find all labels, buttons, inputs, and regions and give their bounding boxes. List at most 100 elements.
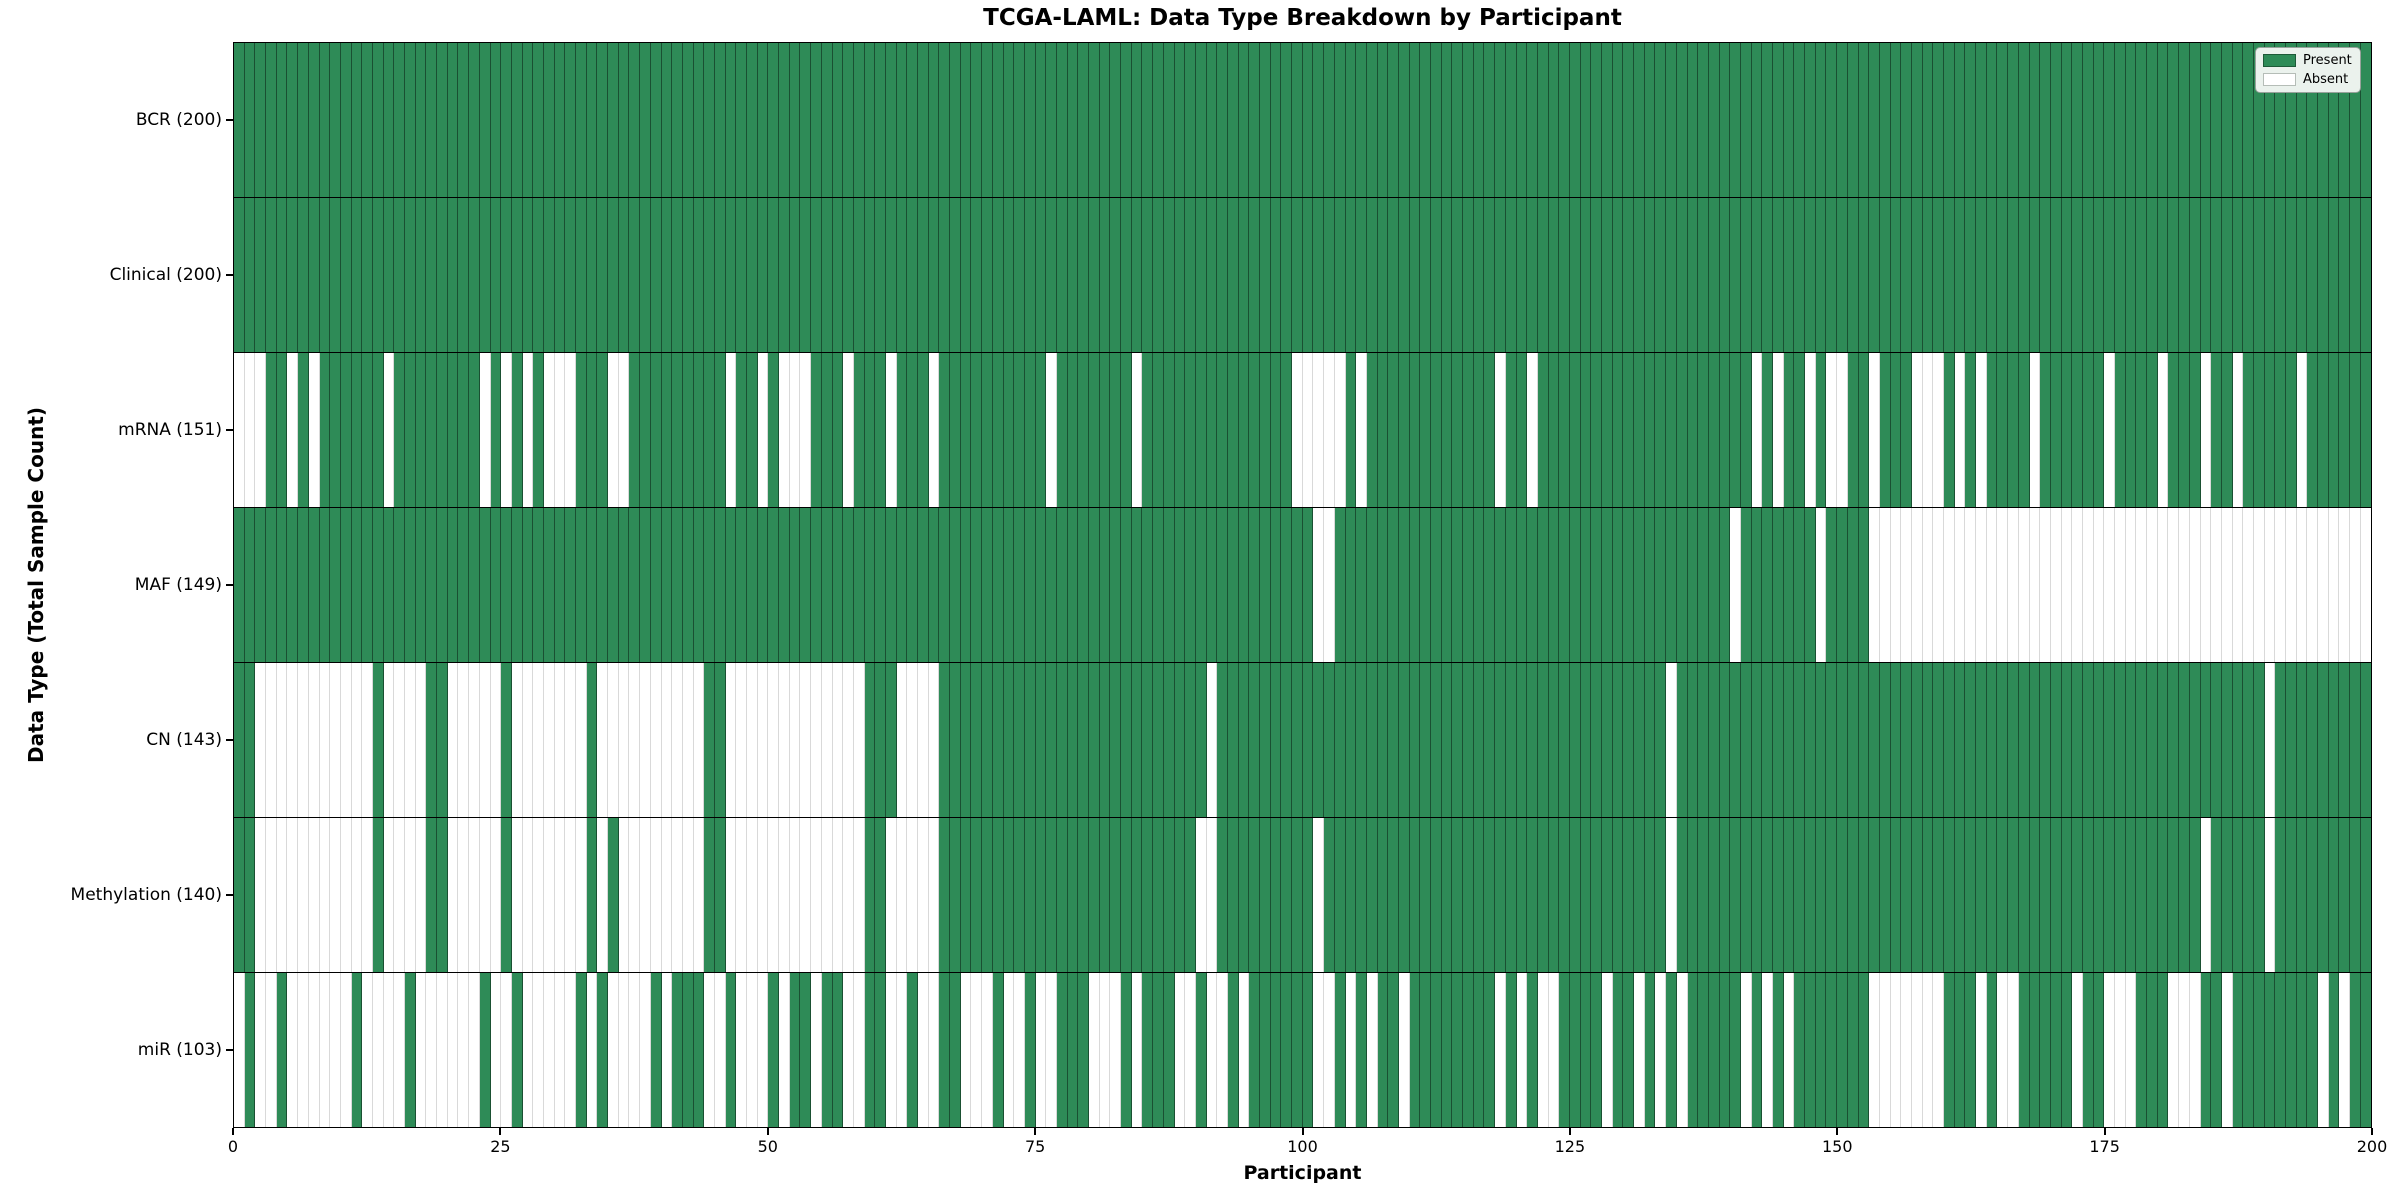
cell: [2307, 973, 2319, 1127]
cell: [1174, 43, 1186, 197]
cell: [2307, 198, 2319, 352]
cell: [511, 973, 523, 1127]
cell: [1249, 198, 1260, 352]
cell: [2200, 353, 2212, 507]
cell: [1890, 663, 1902, 817]
cell: [896, 818, 908, 972]
cell: [939, 508, 951, 662]
cell: [266, 198, 277, 352]
cell: [1933, 43, 1944, 197]
cell: [1388, 198, 1399, 352]
cell: [1377, 973, 1389, 1127]
cell: [982, 198, 993, 352]
cell: [2147, 818, 2158, 972]
cell: [1762, 353, 1773, 507]
cell: [725, 818, 737, 972]
cell: [1965, 43, 1977, 197]
cell: [1302, 198, 1314, 352]
cell: [1142, 198, 1154, 352]
cell: [1110, 43, 1122, 197]
cell: [811, 353, 822, 507]
cell: [276, 353, 288, 507]
cell: [1986, 973, 1998, 1127]
cell: [458, 818, 470, 972]
cell: [2136, 508, 2148, 662]
cell: [704, 198, 715, 352]
cell: [2168, 508, 2180, 662]
cell: [394, 818, 405, 972]
cell: [2061, 508, 2073, 662]
cell: [2157, 508, 2169, 662]
cell: [672, 508, 683, 662]
cell: [490, 353, 502, 507]
y-tick-mark: [226, 273, 233, 276]
cell: [1377, 663, 1389, 817]
cell: [1591, 353, 1602, 507]
cell: [1420, 198, 1431, 352]
cell: [2200, 508, 2212, 662]
cell: [2360, 508, 2371, 662]
cell: [1302, 508, 1314, 662]
heatmap-row-Methylation: [234, 818, 2371, 973]
cell: [1505, 973, 1517, 1127]
cell: [2339, 508, 2351, 662]
cell: [1527, 973, 1538, 1127]
cell: [1826, 663, 1838, 817]
cell: [768, 663, 780, 817]
cell: [1569, 818, 1581, 972]
cell: [1153, 43, 1164, 197]
cell: [1719, 663, 1731, 817]
cell: [853, 508, 865, 662]
cell: [1249, 663, 1260, 817]
cell: [2008, 508, 2019, 662]
cell: [1580, 818, 1592, 972]
cell: [1345, 973, 1357, 1127]
y-tick-label-CN: CN (143): [146, 730, 222, 751]
cell: [1548, 663, 1560, 817]
cell: [576, 43, 587, 197]
cell: [2243, 508, 2254, 662]
cell: [1740, 43, 1752, 197]
cell: [682, 508, 694, 662]
cell: [843, 353, 854, 507]
cell: [1698, 353, 1709, 507]
cell: [426, 818, 438, 972]
cell: [1089, 818, 1100, 972]
cell: [661, 663, 673, 817]
cell: [1495, 43, 1506, 197]
cell: [479, 198, 491, 352]
cell: [1185, 973, 1196, 1127]
y-tick-mark: [226, 739, 233, 742]
cell: [960, 508, 972, 662]
cell: [1623, 43, 1635, 197]
cell: [1634, 818, 1645, 972]
cell: [1602, 198, 1613, 352]
cell: [2221, 508, 2233, 662]
cell: [1944, 43, 1955, 197]
cell: [2264, 198, 2276, 352]
cell: [2125, 353, 2137, 507]
cell: [1666, 508, 1677, 662]
cell: [372, 508, 384, 662]
cell: [950, 198, 961, 352]
cell: [362, 818, 373, 972]
cell: [2061, 818, 2073, 972]
cell: [1591, 198, 1602, 352]
cell: [629, 973, 641, 1127]
cell: [1612, 353, 1624, 507]
cell: [768, 508, 780, 662]
cell: [789, 818, 801, 972]
cell: [1676, 663, 1688, 817]
cell: [1495, 508, 1506, 662]
cell: [2018, 818, 2030, 972]
cell: [490, 508, 502, 662]
cell: [1911, 353, 1923, 507]
cell: [1890, 353, 1902, 507]
cell: [1879, 353, 1891, 507]
cell: [1163, 353, 1175, 507]
cell: [640, 818, 651, 972]
cell: [1954, 973, 1966, 1127]
cell: [1612, 198, 1624, 352]
cell: [597, 508, 609, 662]
cell: [1687, 508, 1699, 662]
